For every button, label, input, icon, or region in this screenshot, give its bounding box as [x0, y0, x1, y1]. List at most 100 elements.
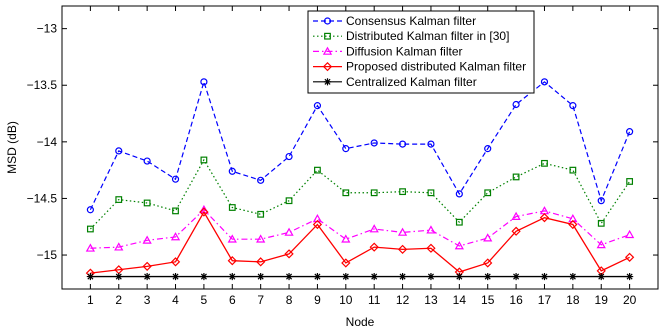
series-line — [89, 158, 631, 230]
x-tick-label: 19 — [595, 293, 609, 307]
data-point — [427, 140, 435, 148]
data-point — [85, 243, 96, 252]
x-tick-label: 16 — [509, 293, 523, 307]
series-5 — [86, 272, 634, 281]
data-point — [341, 258, 351, 268]
data-point — [483, 258, 493, 268]
data-point — [484, 145, 492, 153]
x-tick-label: 20 — [623, 293, 637, 307]
data-point — [285, 197, 293, 205]
data-point — [284, 249, 294, 259]
data-point — [285, 272, 293, 281]
data-point — [626, 272, 634, 281]
data-point — [569, 272, 577, 281]
x-tick-label: 8 — [286, 293, 293, 307]
data-point — [341, 234, 351, 243]
data-point — [228, 272, 236, 281]
data-point — [228, 167, 236, 175]
data-point — [569, 102, 577, 110]
series-2 — [86, 156, 634, 233]
data-point — [142, 261, 152, 272]
series-line — [89, 79, 631, 211]
legend-entry: Centralized Kalman filter — [346, 75, 477, 89]
data-point — [426, 225, 436, 234]
data-point — [540, 78, 549, 86]
data-point — [597, 219, 605, 227]
data-point — [256, 234, 266, 243]
x-tick-label: 14 — [453, 293, 467, 307]
data-point — [484, 189, 492, 197]
legend-box — [307, 10, 535, 94]
data-point — [511, 211, 521, 220]
x-tick-label: 2 — [115, 293, 122, 307]
x-tick-label: 13 — [424, 293, 438, 307]
data-point — [171, 175, 180, 183]
x-tick-label: 7 — [257, 293, 264, 307]
y-tick-label: −13.5 — [27, 78, 58, 92]
data-point — [541, 159, 548, 167]
data-point — [142, 235, 152, 244]
legend-entry: Diffusion Kalman filter — [346, 44, 463, 58]
data-point — [370, 139, 378, 147]
data-point — [323, 78, 332, 86]
data-point — [455, 218, 463, 226]
data-point — [86, 272, 94, 281]
data-point — [397, 244, 408, 255]
data-point — [398, 140, 407, 148]
data-point — [539, 213, 550, 223]
x-axis-label: Node — [346, 315, 375, 329]
data-point — [342, 189, 350, 197]
data-point — [115, 196, 123, 203]
data-point — [114, 242, 124, 251]
data-point — [427, 189, 435, 197]
data-point — [227, 256, 237, 266]
data-point — [257, 210, 265, 218]
data-point — [597, 272, 605, 281]
data-point — [143, 157, 151, 165]
data-point — [369, 242, 379, 252]
y-axis-label: MSD (dB) — [5, 121, 19, 174]
legend-entry: Consensus Kalman filter — [346, 14, 476, 28]
x-tick-label: 1 — [87, 293, 94, 307]
data-point — [370, 272, 378, 281]
data-point — [483, 233, 493, 242]
data-point — [314, 166, 321, 174]
series-4 — [85, 207, 635, 278]
x-tick-label: 18 — [566, 293, 580, 307]
data-point — [115, 147, 123, 155]
data-point — [313, 272, 322, 281]
data-point — [626, 128, 634, 136]
data-point — [398, 272, 407, 281]
data-point — [426, 243, 436, 253]
data-point — [427, 272, 435, 281]
data-point — [143, 272, 151, 281]
data-point — [512, 100, 520, 109]
data-point — [540, 272, 549, 281]
series-1 — [86, 78, 634, 214]
data-point — [454, 241, 464, 250]
data-point — [597, 197, 605, 205]
data-point — [86, 206, 94, 214]
data-point — [342, 272, 350, 281]
data-point — [228, 204, 236, 211]
data-point — [626, 178, 634, 185]
data-point — [323, 17, 332, 25]
data-point — [568, 213, 578, 223]
data-point — [512, 272, 520, 281]
data-point — [170, 232, 181, 241]
data-point — [256, 257, 266, 267]
data-point — [313, 102, 322, 110]
x-tick-label: 11 — [368, 293, 381, 307]
data-point — [322, 61, 333, 72]
x-tick-label: 17 — [538, 293, 552, 307]
legend-entry: Proposed distributed Kalman filter — [346, 60, 526, 74]
y-tick-label: −14.5 — [27, 191, 58, 205]
data-point — [512, 173, 520, 181]
data-point — [143, 199, 151, 207]
data-point — [312, 219, 323, 230]
data-point — [200, 78, 208, 86]
x-tick-label: 12 — [396, 293, 410, 307]
data-point — [369, 224, 379, 233]
data-point — [624, 229, 635, 239]
